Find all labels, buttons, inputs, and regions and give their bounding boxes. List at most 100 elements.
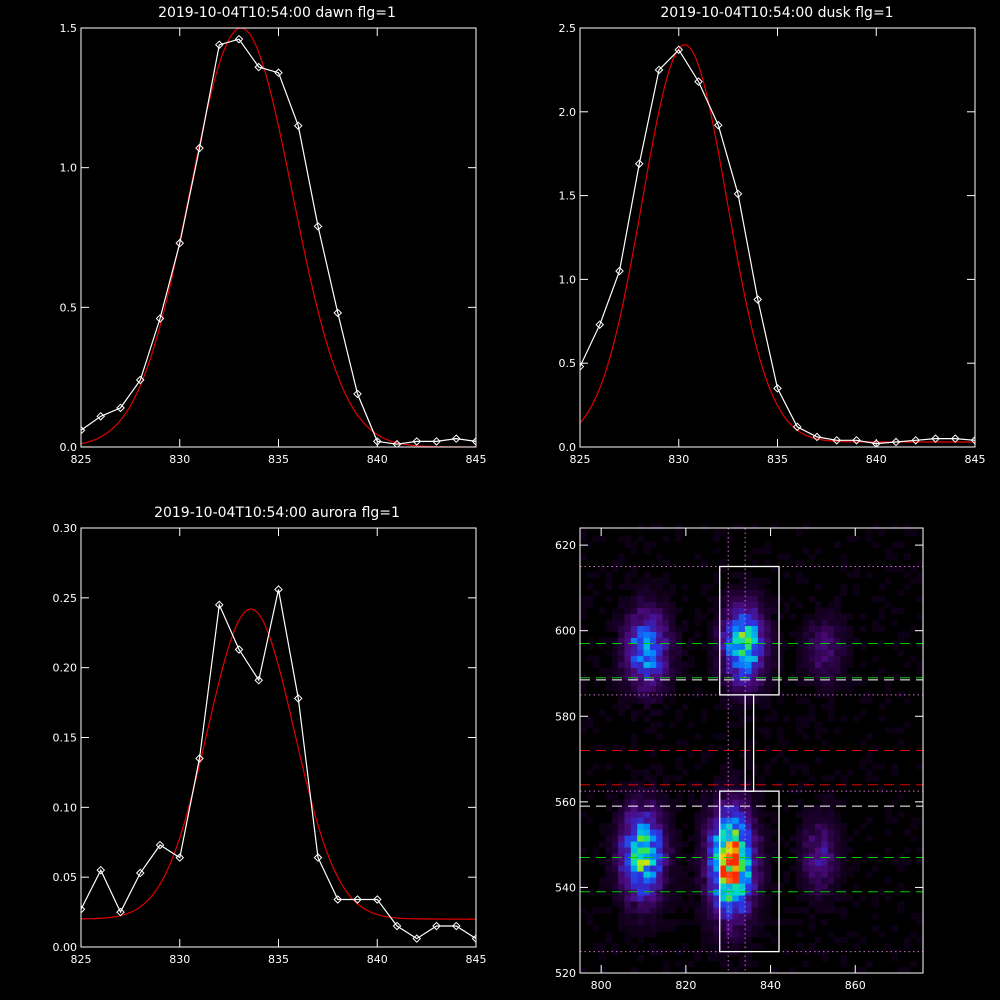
heatmap-cell	[630, 847, 638, 854]
heatmap-cell	[732, 823, 740, 830]
heatmap-cell	[643, 913, 651, 920]
heatmap-cell	[897, 907, 905, 914]
heatmap-cell	[903, 529, 911, 537]
heatmap-cell	[694, 907, 702, 914]
heatmap-cell	[808, 829, 816, 836]
heatmap-cell	[764, 619, 771, 626]
heatmap-cell	[796, 895, 803, 902]
heatmap-cell	[738, 931, 746, 938]
heatmap-cell	[764, 655, 771, 662]
heatmap-cell	[618, 889, 625, 896]
heatmap-cell	[662, 895, 670, 902]
heatmap-cell	[751, 799, 759, 806]
dusk-data-point	[871, 439, 881, 447]
heatmap-cell	[656, 673, 663, 680]
heatmap-cell	[649, 541, 657, 549]
dawn-data-point	[81, 425, 86, 435]
heatmap-cell	[770, 655, 778, 662]
heatmap-cell	[821, 643, 829, 650]
heatmap-cell	[840, 961, 848, 968]
heatmap-cell	[675, 661, 683, 668]
heatmap-cell	[719, 919, 727, 926]
heatmap-cell	[700, 883, 708, 890]
heatmap-cell	[751, 907, 759, 914]
heatmap-cell	[713, 901, 721, 908]
heatmap-cell	[586, 721, 594, 728]
heatmap-cell	[745, 589, 752, 596]
aurora-ytick-label: 0.05	[53, 871, 78, 884]
heatmap-cell	[668, 613, 676, 620]
heatmap-cell	[732, 601, 740, 608]
heatmap-cell	[808, 805, 816, 812]
heatmap-cell	[656, 805, 663, 812]
heatmap-cell	[884, 877, 892, 884]
heatmap-cell	[605, 595, 613, 602]
heatmap-cell	[891, 541, 898, 549]
dusk-data-point	[852, 435, 861, 445]
heatmap-cell	[580, 907, 587, 914]
heatmap-cell	[707, 829, 714, 836]
heatmap-cell	[770, 919, 778, 926]
heatmap-cell	[637, 907, 644, 914]
heatmap-cell	[732, 895, 740, 902]
dusk-data-point	[674, 45, 684, 55]
heatmap-cell	[751, 943, 759, 950]
heatmap-cell	[707, 871, 714, 878]
heatmap-cell	[859, 643, 867, 650]
heatmap-cell	[827, 697, 835, 704]
heatmap-cell	[643, 925, 651, 932]
heatmap-cell	[630, 685, 638, 692]
heatmap-cell	[637, 643, 644, 650]
heatmap-cell	[643, 595, 651, 602]
heatmap-cell	[732, 877, 740, 884]
heatmap-cell	[846, 895, 854, 902]
heatmap-cell	[624, 835, 632, 842]
heatmap-cell	[726, 919, 733, 926]
heatmap-cell	[732, 811, 740, 818]
heatmap-cell	[802, 649, 810, 656]
heatmap-cell	[656, 601, 663, 608]
heatmap-cell	[840, 643, 848, 650]
heatmap-cell	[649, 619, 657, 626]
heatmap-cell	[834, 727, 841, 734]
heatmap-cell	[770, 709, 778, 716]
heatmap-cell	[834, 637, 841, 644]
heatmap-cell	[630, 655, 638, 662]
heatmap-cell	[796, 781, 803, 788]
heatmap-cell	[751, 613, 759, 620]
heatmap-cell	[662, 619, 670, 626]
dawn-data-point	[234, 34, 244, 44]
heatmap-cell	[738, 703, 746, 710]
heatmap-cell	[751, 673, 759, 680]
heatmap-cell	[732, 655, 740, 662]
heatmap-cell	[707, 835, 714, 842]
heatmap-cell	[662, 661, 670, 668]
heatmap-cell	[700, 937, 708, 944]
heatmap-cell	[776, 727, 784, 734]
heatmap-cell	[700, 583, 708, 590]
heatmap-cell	[675, 871, 683, 878]
heatmap-cell	[732, 607, 740, 614]
heatmap-cell	[745, 793, 752, 800]
heatmap-cell	[656, 577, 663, 584]
heatmap-cell	[751, 583, 759, 590]
heatmap-cell	[732, 679, 740, 686]
heatmap-cell	[713, 835, 721, 842]
heatmap-cell	[796, 787, 803, 794]
heatmap-cell	[700, 823, 708, 830]
heatmap-cell	[840, 631, 848, 638]
heatmap-cell	[637, 865, 644, 872]
heatmap-cell	[707, 649, 714, 656]
heatmap-cell	[681, 901, 689, 908]
heatmap-cell	[910, 565, 918, 573]
heatmap-cell	[738, 847, 746, 854]
heatmap-cell	[751, 607, 759, 614]
heatmap-cell	[611, 865, 619, 872]
heatmap-cell	[592, 745, 600, 752]
heatmap-cell	[872, 625, 879, 632]
heatmap-cell	[707, 931, 714, 938]
heatmap-cell	[802, 715, 810, 722]
heatmap-cell	[872, 895, 879, 902]
heatmap-cell	[605, 685, 613, 692]
